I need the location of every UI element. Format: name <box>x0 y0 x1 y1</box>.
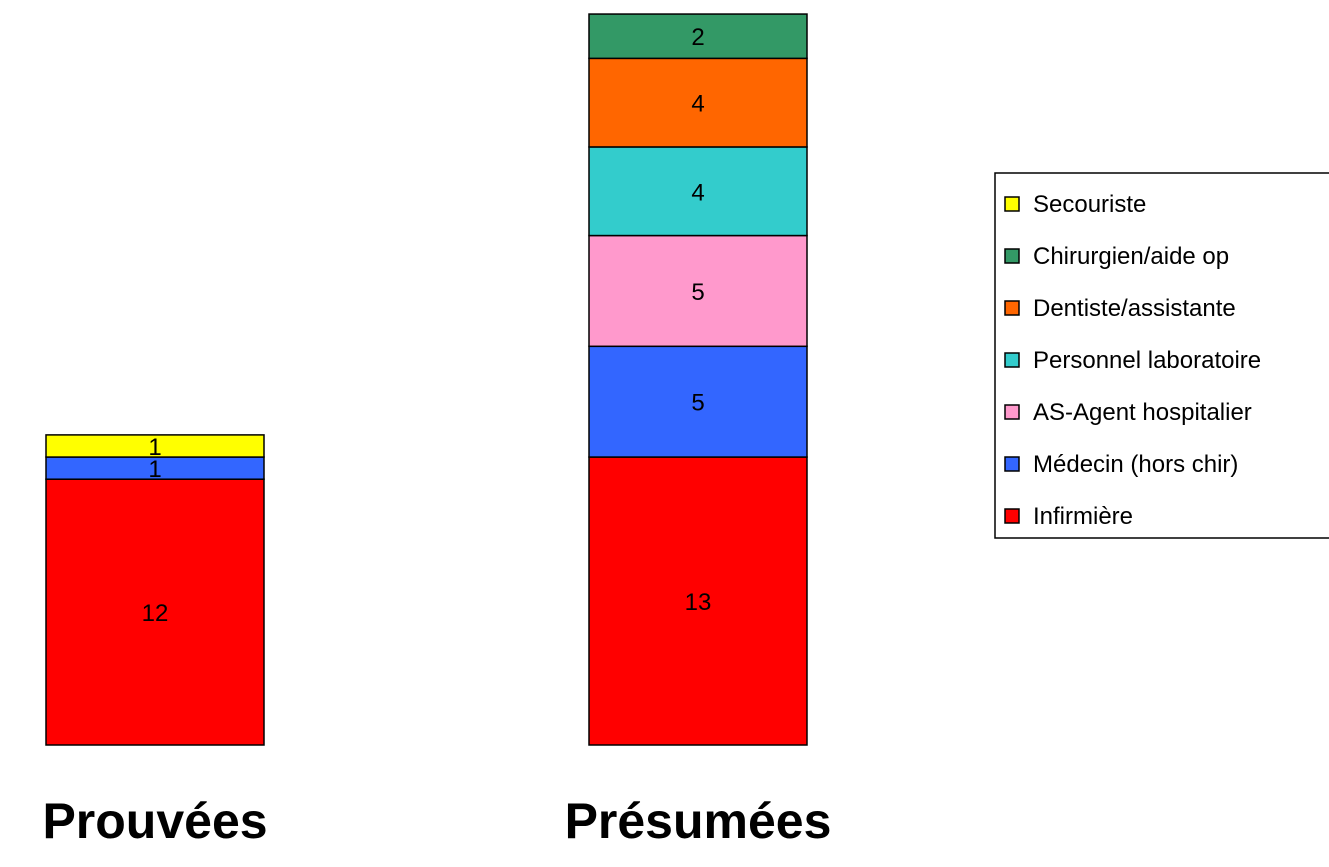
legend-swatch <box>1004 508 1020 524</box>
legend-frame <box>994 172 1329 539</box>
legend-swatch <box>1004 456 1020 472</box>
legend-swatch <box>1004 352 1020 368</box>
bar-segment-1-1 <box>588 345 808 458</box>
legend-label: Dentiste/assistante <box>1033 295 1236 322</box>
bar-segment-1-4 <box>588 57 808 148</box>
bar-value-label: 4 <box>691 179 704 206</box>
legend-label: Chirurgien/aide op <box>1033 243 1229 270</box>
bar-value-label: 1 <box>148 456 161 483</box>
bar-value-label: 4 <box>691 91 704 118</box>
legend-label: Infirmière <box>1033 503 1133 530</box>
legend: Secouriste Chirurgien/aide op Dentiste/ass… <box>994 172 1329 539</box>
legend-swatch <box>1004 300 1020 316</box>
bar-value-label: 1 <box>148 434 161 461</box>
legend-label: AS-Agent hospitalier <box>1033 399 1252 426</box>
legend-label: Secouriste <box>1033 191 1146 218</box>
bar-value-label: 5 <box>691 390 704 417</box>
bar-segment-0-0 <box>45 478 265 746</box>
legend-swatch <box>1004 404 1020 420</box>
category-label: Présumées <box>565 793 832 849</box>
legend-label: Personnel laboratoire <box>1033 347 1261 374</box>
bar-value-label: 5 <box>691 279 704 306</box>
bar-value-label: 12 <box>142 600 169 627</box>
bar-segment-1-5 <box>588 13 808 60</box>
legend-label: Médecin (hors chir) <box>1033 451 1238 478</box>
category-labels-group: Prouvées Présumées <box>42 793 831 849</box>
legend-swatch <box>1004 196 1020 212</box>
bar-value-label: 13 <box>685 589 712 616</box>
bar-value-label: 2 <box>691 24 704 51</box>
bars-group: 12 11 13 5 5 4 4 2 <box>45 13 808 746</box>
bar-segment-0-6 <box>45 434 265 458</box>
legend-swatch <box>1004 248 1020 264</box>
bar-segment-1-0 <box>588 456 808 746</box>
category-label: Prouvées <box>42 793 267 849</box>
